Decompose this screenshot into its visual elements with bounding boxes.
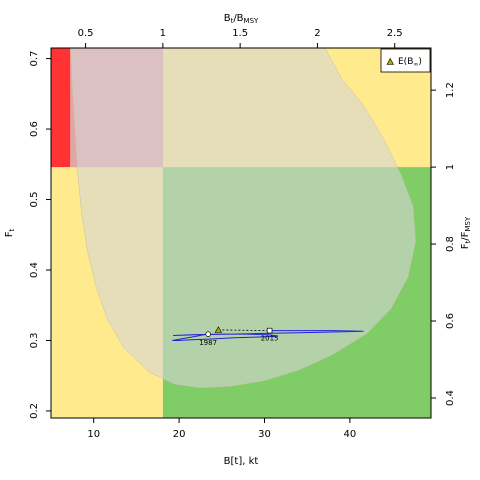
x-axis-top: 0.5 1 1.5 2 2.5 <box>78 28 403 48</box>
top-axis-title: Bt/BMSY <box>224 13 259 25</box>
y-tick-label-0.3: 0.3 <box>29 333 40 349</box>
y-tick-label-0.6: 0.6 <box>29 121 40 137</box>
legend: E(B∞) <box>380 48 431 73</box>
top-tick-label-1: 1 <box>160 28 166 39</box>
right-tick-label-1.2: 1.2 <box>445 82 456 98</box>
point-2015-label: 2015 <box>261 335 279 343</box>
top-tick-label-2: 2 <box>314 28 320 39</box>
legend-triangle-icon <box>386 57 395 65</box>
right-tick-label-0.8: 0.8 <box>445 236 456 252</box>
y-tick-label-0.4: 0.4 <box>29 262 40 278</box>
point-1987-marker <box>205 331 211 337</box>
y-axis-right: 0.4 0.6 0.8 1 1.2 <box>431 82 456 406</box>
y-axis-title: Ft <box>4 228 16 237</box>
x-axis-bottom: 10 20 30 40 <box>87 418 356 440</box>
right-tick-label-1: 1 <box>445 164 456 170</box>
top-tick-label-0.5: 0.5 <box>78 28 94 39</box>
x-tick-label-30: 30 <box>258 429 271 440</box>
stock-trajectory-line <box>172 330 364 341</box>
kobe-quadrants <box>51 48 431 418</box>
y-tick-label-0.2: 0.2 <box>29 403 40 419</box>
expected-equilibrium-triangle <box>214 326 223 333</box>
plot-frame <box>50 47 432 419</box>
right-tick-label-0.6: 0.6 <box>445 313 456 329</box>
x-tick-label-40: 40 <box>344 429 357 440</box>
x-tick-label-10: 10 <box>87 429 100 440</box>
trajectory-group <box>172 326 364 341</box>
point-1987-label: 1987 <box>199 339 217 347</box>
x-axis-title: B[t], kt <box>224 456 259 467</box>
expected-connector-dotted <box>218 329 270 332</box>
top-tick-label-2.5: 2.5 <box>387 28 403 39</box>
top-tick-label-1.5: 1.5 <box>232 28 248 39</box>
right-axis-title: Ft/FMSY <box>460 216 472 249</box>
y-tick-label-0.5: 0.5 <box>29 192 40 208</box>
y-axis-left: 0.2 0.3 0.4 0.5 0.6 0.7 <box>29 51 51 419</box>
point-2015-marker <box>266 327 273 334</box>
y-tick-label-0.7: 0.7 <box>29 51 40 67</box>
legend-box <box>380 48 431 73</box>
legend-label: E(B∞) <box>398 57 422 68</box>
x-tick-label-20: 20 <box>173 429 186 440</box>
confidence-region <box>70 48 416 388</box>
right-tick-label-0.4: 0.4 <box>445 390 456 406</box>
